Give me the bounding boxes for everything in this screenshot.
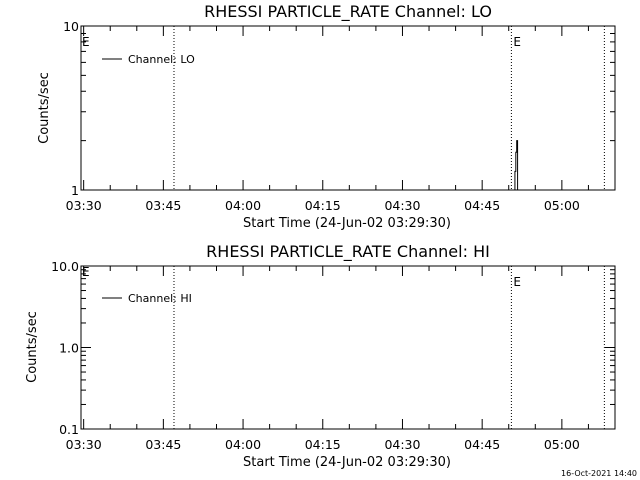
y-tick-label: 10.0 — [51, 259, 79, 274]
chart-lo: RHESSI PARTICLE_RATE Channel: LO 1 10 03:… — [37, 2, 616, 231]
timestamp: 16-Oct-2021 14:40 — [561, 469, 637, 478]
x-tick-label: 05:00 — [544, 198, 580, 213]
plot-frame — [80, 25, 616, 191]
x-tick-label: 04:15 — [305, 437, 341, 452]
event-edge-label: E — [82, 265, 90, 279]
y-tick-label: 10 — [63, 19, 79, 34]
y-tick-label: 1 — [71, 183, 79, 198]
chart-title: RHESSI PARTICLE_RATE Channel: LO — [204, 2, 492, 22]
x-tick-label: 03:30 — [66, 437, 102, 452]
y-axis-label: Counts/sec — [37, 72, 52, 144]
y-axis-label: Counts/sec — [25, 311, 40, 383]
chart-hi: RHESSI PARTICLE_RATE Channel: HI 0.1 1.0 1… — [25, 242, 616, 470]
x-tick-label: 04:30 — [384, 198, 420, 213]
y-tick-label: 0.1 — [59, 422, 79, 437]
x-tick-label: 05:00 — [544, 437, 580, 452]
x-tick-label: 04:45 — [464, 198, 500, 213]
legend-label: Channel: LO — [128, 53, 195, 66]
event-label: E — [513, 35, 521, 49]
x-tick-label: 04:15 — [305, 198, 341, 213]
x-tick-label: 03:45 — [145, 437, 181, 452]
x-tick-label: 04:30 — [384, 437, 420, 452]
event-edge-label: E — [82, 35, 90, 49]
y-tick-label: 1.0 — [59, 341, 79, 356]
x-axis-label: Start Time (24-Jun-02 03:29:30) — [243, 455, 451, 470]
plot-frame — [80, 265, 616, 430]
legend-label: Channel: HI — [128, 292, 192, 305]
x-tick-label: 04:00 — [225, 198, 261, 213]
event-label: E — [513, 275, 521, 289]
series-line — [514, 140, 519, 191]
x-tick-label: 03:45 — [145, 198, 181, 213]
x-tick-label: 04:00 — [225, 437, 261, 452]
chart-title: RHESSI PARTICLE_RATE Channel: HI — [206, 242, 490, 262]
x-axis-label: Start Time (24-Jun-02 03:29:30) — [243, 216, 451, 231]
x-tick-label: 04:45 — [464, 437, 500, 452]
x-tick-label: 03:30 — [66, 198, 102, 213]
